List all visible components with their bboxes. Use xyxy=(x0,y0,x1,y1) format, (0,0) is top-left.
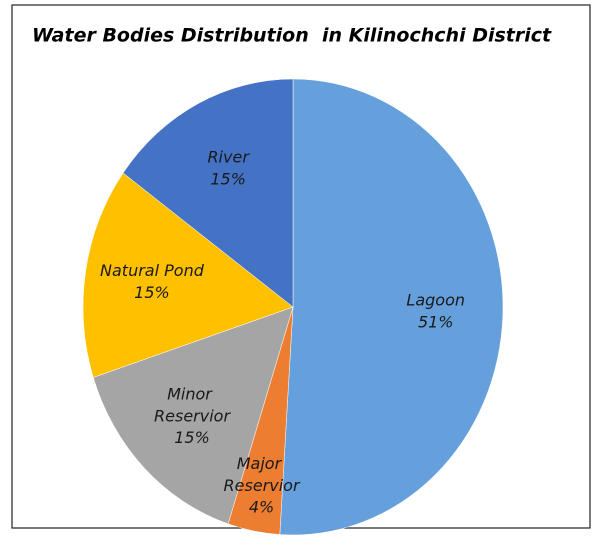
slice-label: River xyxy=(207,147,250,166)
value-label: 15% xyxy=(134,283,170,302)
slice-label: Lagoon xyxy=(406,290,465,309)
labels: Lagoon 51% Major Reservior 4% Minor Reservio… xyxy=(100,147,465,516)
value-label: 15% xyxy=(210,169,246,188)
slice-label: Minor Reservior xyxy=(154,384,231,425)
label-line: Reservior xyxy=(154,406,231,425)
pie xyxy=(82,78,504,536)
chart-title: Water Bodies Distribution in Kilinochchi… xyxy=(32,25,552,47)
label-line: Major xyxy=(237,454,287,473)
pie-slice xyxy=(279,78,504,536)
value-label: 15% xyxy=(174,428,210,447)
pie-slice xyxy=(82,172,294,378)
pie-slice xyxy=(92,306,294,525)
value-label: 51% xyxy=(418,312,454,331)
label-line: Minor xyxy=(167,384,217,403)
slice-label: Natural Pond xyxy=(100,261,205,280)
slice-label: Major Reservior xyxy=(224,454,301,495)
pie-slice xyxy=(122,78,294,308)
value-label: 4% xyxy=(249,498,274,517)
label-line: Reservior xyxy=(224,476,301,495)
